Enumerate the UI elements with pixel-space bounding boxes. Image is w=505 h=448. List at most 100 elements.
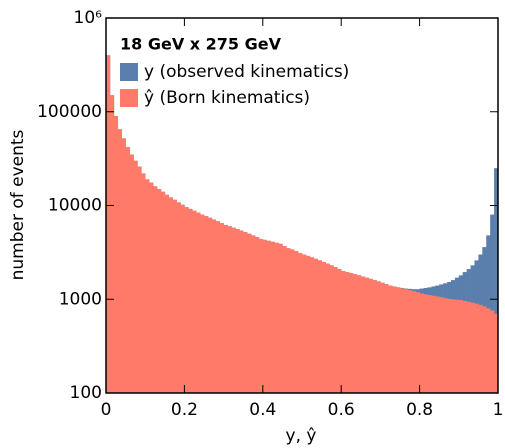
bar [380, 282, 385, 393]
bar [125, 147, 130, 393]
bar [196, 212, 201, 393]
bar [345, 272, 350, 393]
bar [392, 286, 397, 393]
bar [388, 285, 393, 393]
bar [494, 168, 499, 393]
bar [466, 301, 471, 393]
bar [376, 281, 381, 393]
bar [364, 277, 369, 393]
bar [317, 260, 322, 393]
bar [254, 237, 260, 393]
x-axis-label: y, ŷ [286, 426, 317, 446]
bar [458, 300, 464, 393]
bar [282, 245, 287, 393]
bar [172, 199, 177, 393]
bar [462, 300, 467, 393]
bar [223, 224, 228, 393]
bar [235, 229, 240, 393]
bar [247, 233, 252, 393]
legend-title: 18 GeV x 275 GeV [120, 35, 282, 54]
bar [188, 208, 193, 393]
bar [129, 154, 134, 393]
bar [227, 226, 232, 393]
bar [427, 295, 432, 393]
bar [192, 210, 197, 393]
bar [106, 55, 111, 393]
legend-swatch [120, 89, 138, 107]
bar [160, 191, 166, 393]
bar [290, 249, 295, 393]
bar [298, 253, 303, 393]
bar [349, 273, 354, 393]
bar [415, 292, 420, 393]
bar [215, 221, 220, 393]
bar [149, 182, 154, 393]
bar [341, 271, 346, 393]
bar [450, 299, 456, 393]
bar [329, 265, 334, 393]
bar [470, 302, 475, 393]
bar [153, 186, 158, 393]
bar [482, 306, 487, 393]
bar [219, 223, 224, 393]
bar [302, 254, 307, 393]
bar [447, 298, 452, 393]
x-tick-label: 0.2 [171, 400, 198, 420]
y-tick-label: 1000 [59, 289, 102, 309]
x-tick-label: 0.4 [249, 400, 276, 420]
bar [133, 160, 138, 393]
bar [337, 269, 342, 393]
y-axis-label: number of events [8, 129, 28, 280]
bar [121, 138, 126, 393]
bar [164, 194, 170, 393]
x-tick-label: 0.8 [406, 400, 433, 420]
y-tick-label: 100000 [37, 102, 102, 122]
bar [321, 261, 326, 393]
bar [403, 289, 409, 393]
bar [262, 239, 268, 393]
legend-swatch [120, 63, 138, 81]
bar [384, 284, 389, 393]
bar [325, 263, 330, 393]
bar [423, 294, 428, 393]
bar [141, 173, 146, 393]
bar [333, 267, 338, 393]
bar [168, 197, 173, 393]
bar [474, 303, 479, 393]
bar [156, 188, 162, 393]
bar [356, 275, 362, 393]
bar [113, 116, 119, 393]
bar [176, 202, 181, 393]
bar [258, 238, 264, 393]
bar [109, 95, 115, 393]
bar [400, 288, 405, 393]
bar [137, 166, 142, 393]
bar [231, 227, 236, 393]
bar [286, 248, 291, 393]
bar [478, 304, 483, 393]
bar [204, 216, 209, 393]
bar [372, 280, 377, 393]
bar [266, 240, 271, 393]
y-tick-label: 100 [70, 383, 102, 403]
bar [239, 230, 244, 393]
x-tick-label: 1 [493, 400, 504, 420]
legend-label: ŷ (Born kinematics) [144, 88, 310, 108]
bar [494, 313, 499, 393]
x-tick-label: 0.6 [328, 400, 355, 420]
legend-label: y (observed kinematics) [144, 62, 349, 82]
bar [251, 235, 256, 393]
y-tick-label: 10000 [48, 196, 102, 216]
bar [419, 293, 424, 393]
bar [207, 217, 213, 393]
bar [309, 257, 315, 393]
bar [200, 214, 205, 393]
bar [411, 291, 416, 393]
bar [360, 276, 366, 393]
bar [490, 310, 495, 393]
bar [454, 299, 460, 393]
x-tick-label: 0 [101, 400, 112, 420]
bar [431, 295, 436, 393]
bar [117, 129, 122, 393]
bar [352, 274, 358, 393]
